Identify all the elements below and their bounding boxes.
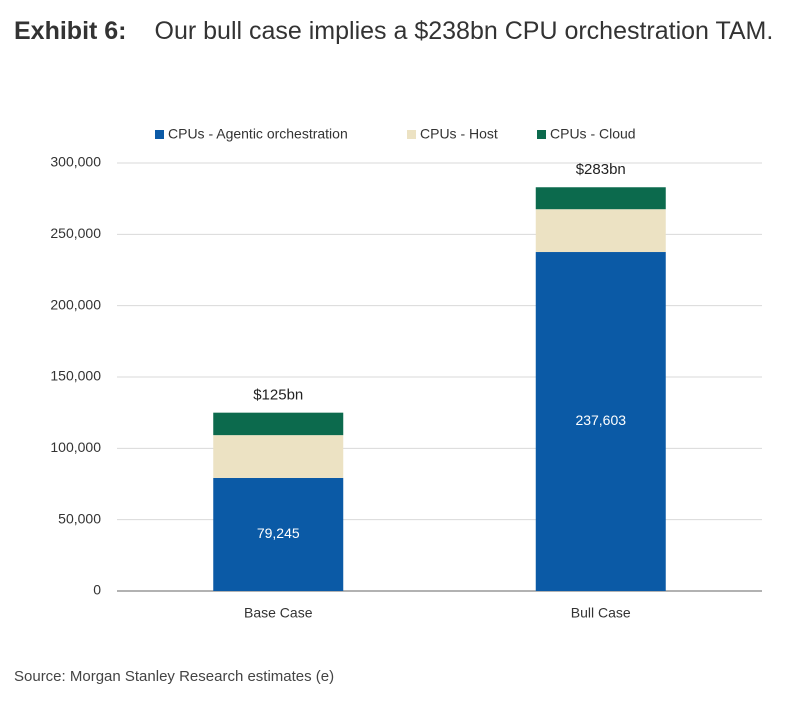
y-tick-label: 300,000 <box>50 154 101 170</box>
x-tick-label: Bull Case <box>571 605 631 621</box>
total-label: $283bn <box>576 161 626 178</box>
bar-segment <box>535 252 666 591</box>
data-label: 237,603 <box>575 412 626 428</box>
source: Source: Morgan Stanley Research estimate… <box>14 668 335 685</box>
title-text: Our bull case implies a $238bn CPU orche… <box>154 17 774 45</box>
bar-segment <box>535 209 666 253</box>
x-tick-label: Base Case <box>244 605 313 621</box>
legend-swatch <box>155 130 164 139</box>
title: Exhibit 6: Our bull case implies a $238bn… <box>14 10 784 52</box>
legend-swatch <box>407 130 416 139</box>
legend-label: CPUs - Host <box>420 126 498 142</box>
y-tick-label: 200,000 <box>50 296 101 312</box>
y-tick-label: 50,000 <box>58 510 101 526</box>
y-tick-label: 250,000 <box>50 225 101 241</box>
y-tick-label: 150,000 <box>50 368 101 384</box>
legend-label: CPUs - Agentic orchestration <box>168 126 348 142</box>
chart: 0 50,000 100,000 150,000 200,000 250,000 300,0… <box>50 126 762 621</box>
bar-segment <box>213 412 344 436</box>
data-label: 79,245 <box>257 525 300 541</box>
legend-swatch <box>537 130 546 139</box>
legend-label: CPUs - Cloud <box>550 126 636 142</box>
bar-segment <box>535 187 666 210</box>
y-tick-label: 100,000 <box>50 439 101 455</box>
y-tick-label: 0 <box>93 582 101 598</box>
bar-segment <box>213 477 344 591</box>
total-label: $125bn <box>253 387 303 404</box>
title-label: Exhibit 6: <box>14 17 127 45</box>
bar-segment <box>213 435 344 478</box>
